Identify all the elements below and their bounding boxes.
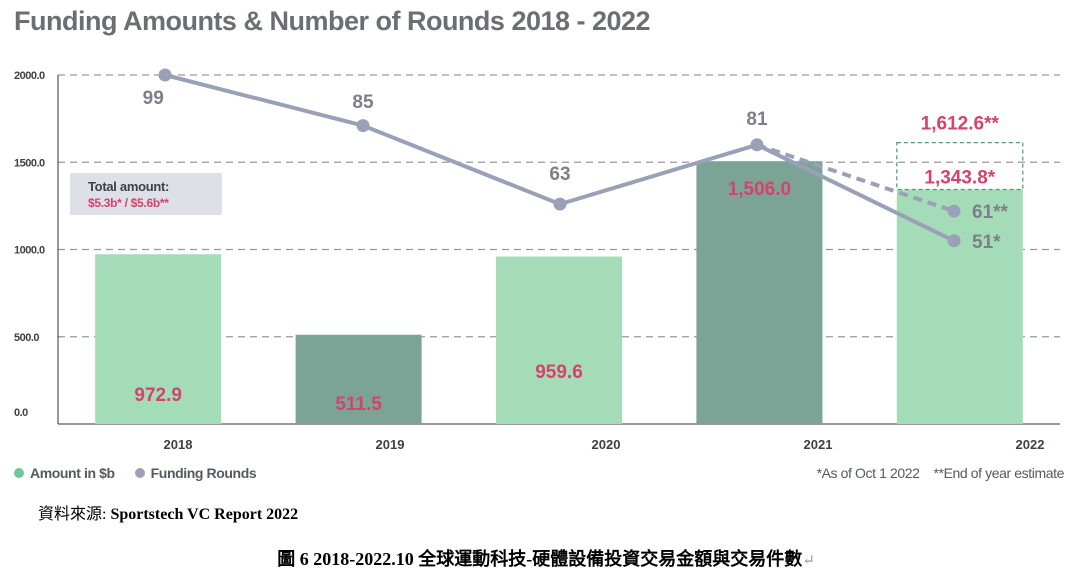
bar-2019 [295, 334, 422, 424]
x-tick-label: 2021 [804, 437, 833, 452]
total-amount-box: Total amount: $5.3b* / $5.6b** [70, 173, 222, 215]
rounds-point-2019 [356, 119, 370, 133]
rounds-estimate-point [947, 204, 961, 218]
bar-value-label: 511.5 [335, 394, 382, 415]
estimate-rounds-label: 61** [972, 202, 1009, 223]
bar-2020 [496, 256, 622, 424]
legend-rounds-swatch [134, 468, 145, 478]
rounds-point-2020 [553, 197, 567, 211]
rounds-estimate-line [756, 142, 955, 214]
bar-value-label: 1,506.0 [728, 179, 791, 200]
estimate-box [896, 142, 1024, 191]
y-tick-label: 2000.0 [14, 70, 45, 82]
source-line: 資料來源: Sportstech VC Report 2022 [38, 500, 298, 524]
y-tick-label: 1500.0 [14, 157, 45, 169]
bar-2022 [896, 189, 1023, 424]
legend-item-rounds: Funding Rounds [134, 465, 257, 481]
rounds-point-2021 [750, 138, 764, 152]
legend-amount-label: Amount in $b [30, 465, 115, 481]
chart-title: Funding Amounts & Number of Rounds 2018 … [14, 6, 651, 36]
bar-2018 [95, 254, 222, 424]
chart-legend: Amount in $b Funding Rounds [14, 465, 268, 481]
estimate-amount-label: 1,612.6** [921, 114, 1000, 135]
rounds-point-2022 [947, 234, 961, 248]
rounds-value-label: 85 [352, 92, 374, 113]
rounds-value-label: 81 [746, 109, 768, 130]
y-tick-label: 0.0 [14, 407, 28, 419]
footnote-estimate: **End of year estimate [933, 465, 1065, 481]
x-tick-label: 2020 [592, 437, 621, 452]
chart-footnotes: *As of Oct 1 2022 **End of year estimate [816, 465, 1065, 481]
bar-2021 [696, 161, 823, 424]
x-tick-label: 2018 [164, 437, 193, 452]
y-tick-label: 500.0 [14, 332, 39, 344]
rounds-value-label: 99 [143, 88, 164, 109]
bar-value-label: 972.9 [134, 385, 182, 406]
figure-caption: 圖 6 2018-2022.10 全球運動科技-硬體設備投資交易金額與交易件數↵ [0, 545, 1092, 571]
rounds-value-label: 63 [549, 164, 570, 185]
total-amount-label: Total amount: [88, 179, 170, 194]
x-tick-label: 2022 [1016, 437, 1045, 452]
total-amount-value: $5.3b* / $5.6b** [88, 196, 169, 210]
legend-item-amount: Amount in $b [14, 465, 115, 481]
caption-return-mark: ↵ [802, 553, 815, 569]
footnote-as-of: *As of Oct 1 2022 [816, 465, 920, 481]
bar-value-label: 959.6 [535, 362, 583, 383]
bar-value-label: 1,343.8* [924, 168, 995, 189]
caption-text: 圖 6 2018-2022.10 全球運動科技-硬體設備投資交易金額與交易件數 [277, 549, 803, 569]
x-tick-label: 2019 [376, 437, 405, 452]
y-tick-label: 1000.0 [14, 245, 45, 257]
rounds-point-2018 [158, 68, 172, 82]
legend-rounds-label: Funding Rounds [150, 465, 257, 481]
rounds-value-label: 51* [972, 232, 1001, 253]
legend-amount-swatch [14, 468, 24, 478]
chart-canvas: 0.0 500.0 1000.0 1500.0 2000.0 972.9 511.5 959.… [14, 68, 1060, 452]
rounds-line [164, 73, 955, 243]
source-prefix: 資料來源: [38, 506, 111, 523]
source-name: Sportstech VC Report 2022 [110, 506, 299, 523]
